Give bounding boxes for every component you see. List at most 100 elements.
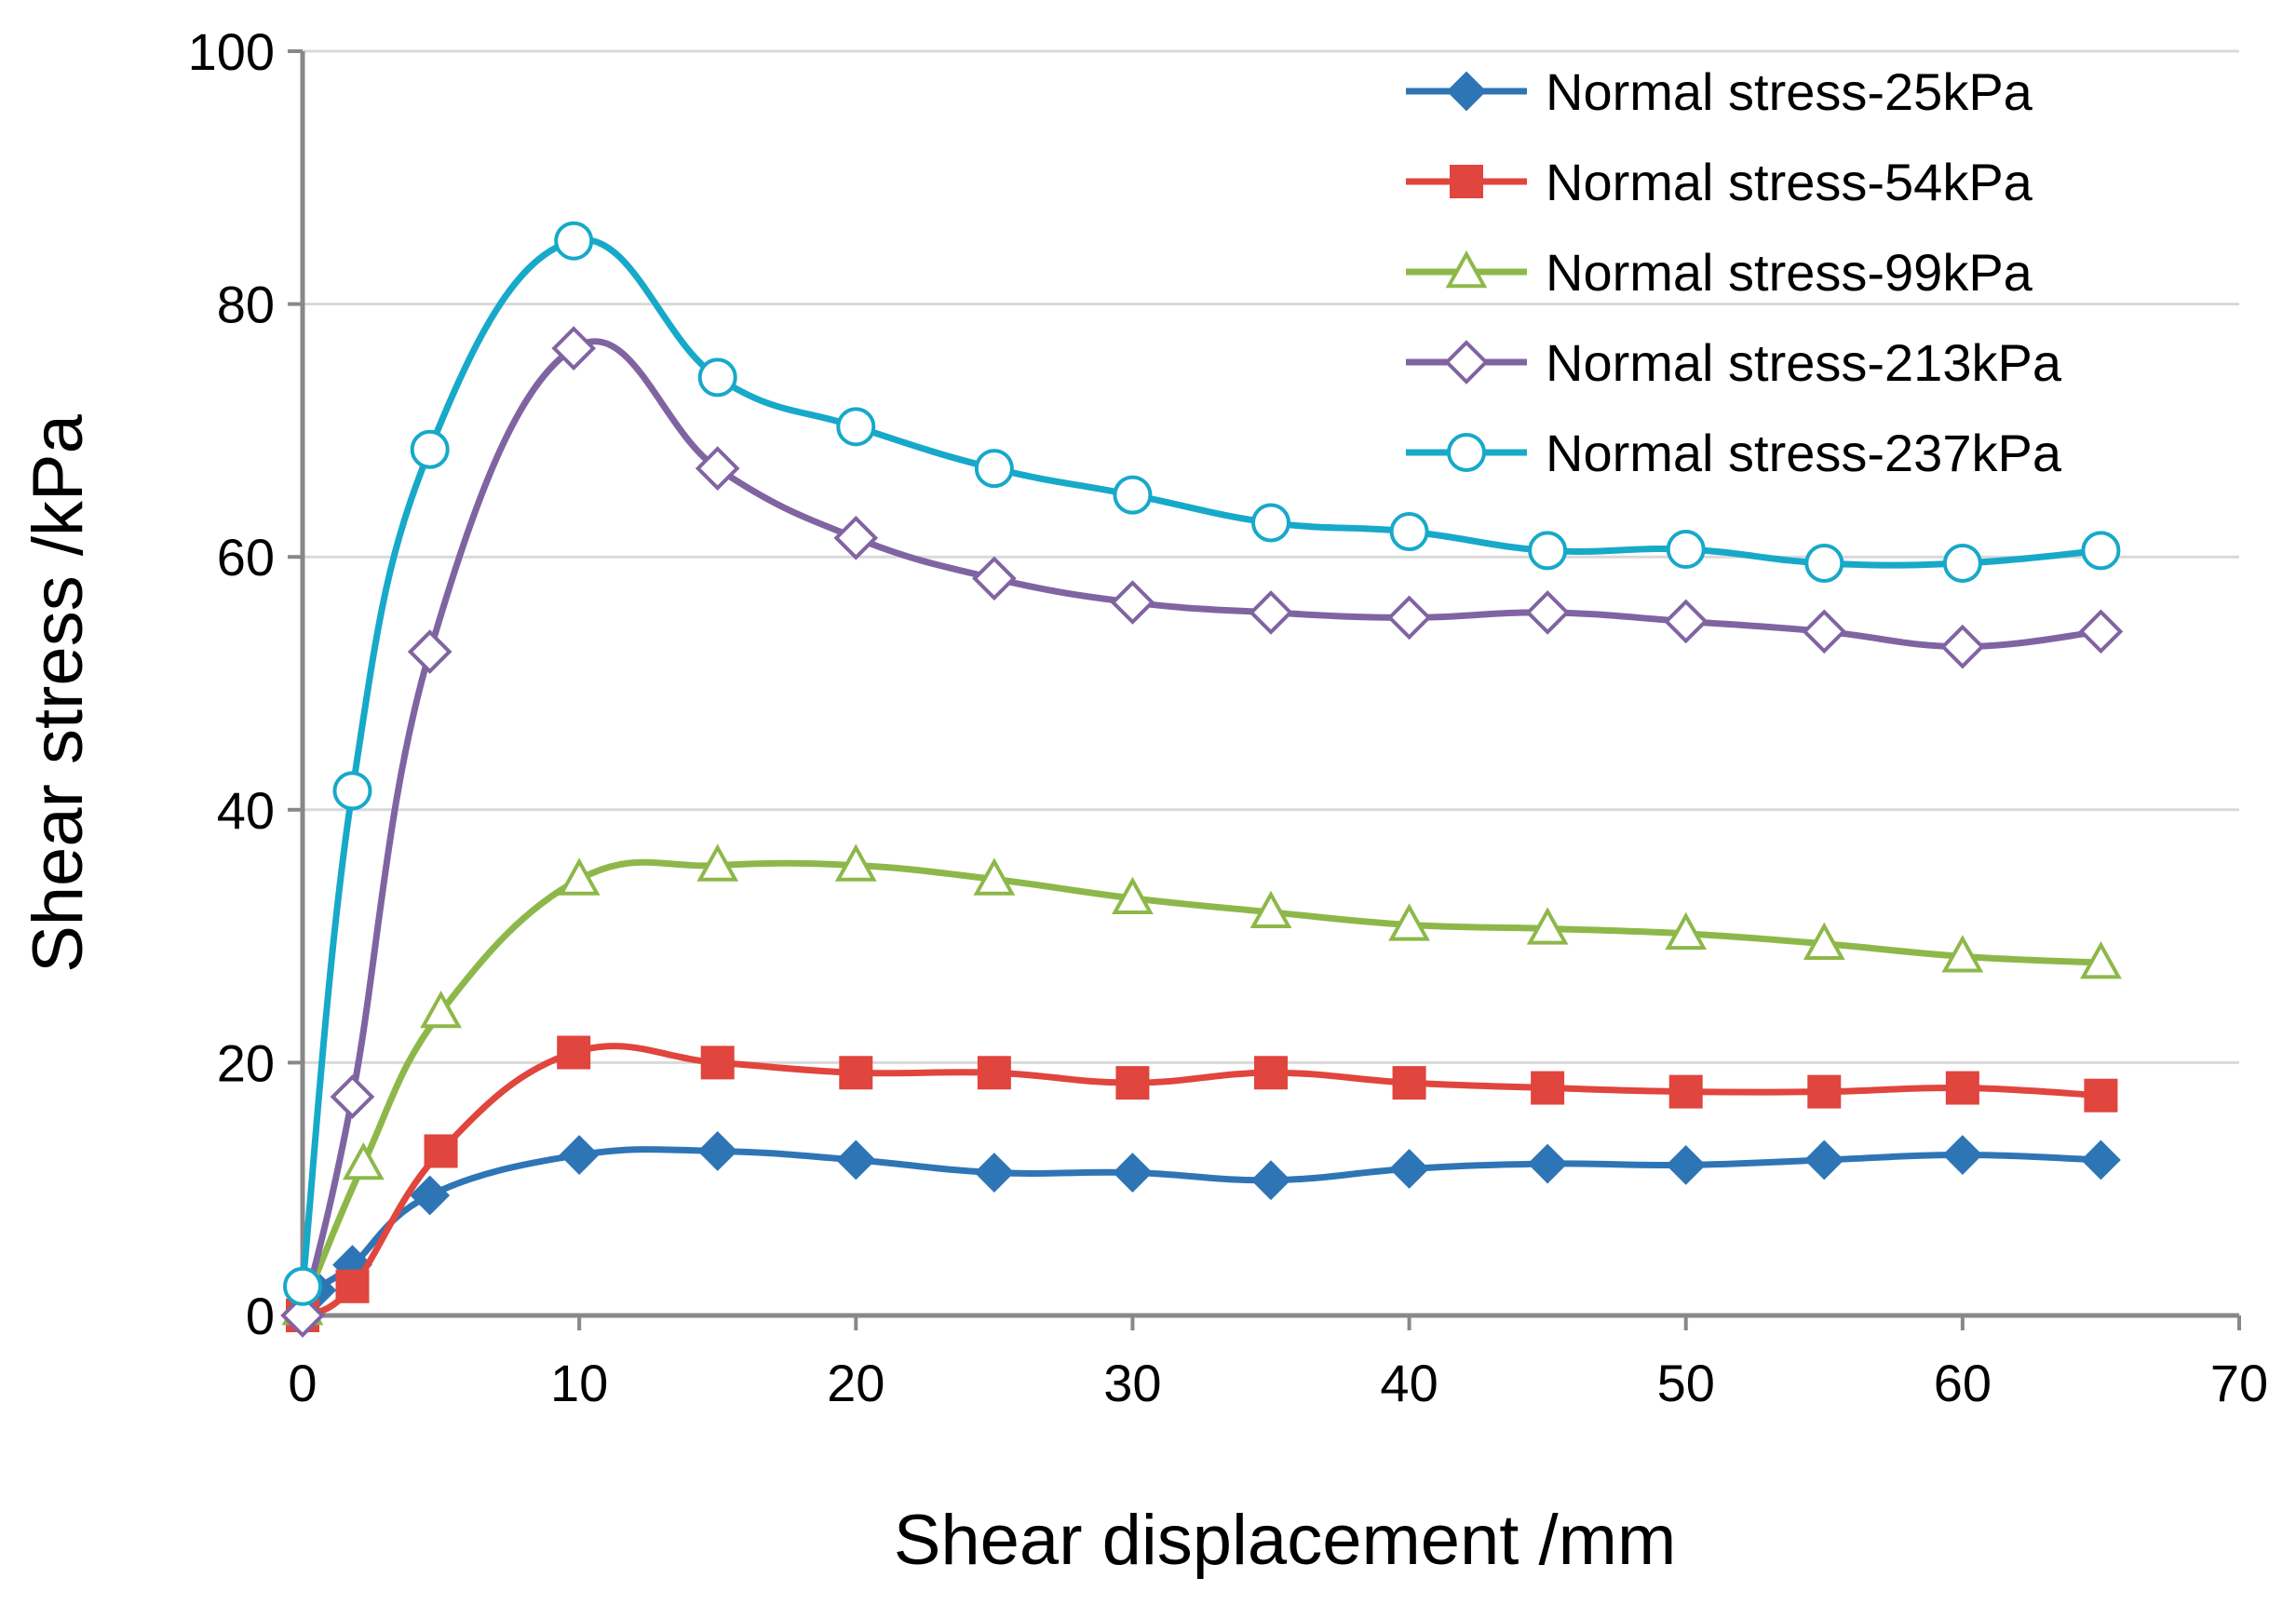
data-point [1249, 590, 1293, 635]
data-point [2084, 1078, 2118, 1113]
data-point [835, 1140, 876, 1180]
legend: Normal stress-25kPa Normal stress-54kPa No… [1406, 62, 2062, 482]
data-point [972, 556, 1017, 601]
legend-marker [1450, 165, 1483, 198]
data-point [1803, 1140, 1844, 1180]
data-point [1113, 1153, 1153, 1193]
data-point [2081, 1140, 2121, 1180]
x-tick-label: 20 [827, 1354, 885, 1412]
data-point [974, 449, 1014, 489]
legend-entry-2: Normal stress-54kPa [1406, 153, 2033, 211]
data-point [1666, 530, 1706, 570]
data-point [833, 516, 879, 560]
data-point [977, 1056, 1011, 1090]
legend-marker [1447, 433, 1486, 472]
data-point [1110, 580, 1155, 625]
data-point [700, 1045, 735, 1080]
data-point [1250, 1160, 1291, 1201]
data-point [1804, 543, 1844, 583]
x-tick-label: 60 [1934, 1354, 1992, 1412]
data-point [1666, 1144, 1707, 1185]
data-point [697, 1131, 738, 1171]
legend-label: Normal stress-54kPa [1546, 153, 2033, 211]
data-point [697, 357, 737, 398]
legend-label: Normal stress-237kPa [1546, 424, 2062, 482]
data-point [2081, 531, 2121, 571]
data-point [1802, 609, 1847, 654]
legend-entry-5: Normal stress-237kPa [1406, 424, 2062, 482]
data-point [554, 221, 594, 261]
series-group [280, 221, 2124, 1338]
x-tick-label: 10 [550, 1354, 608, 1412]
data-point [834, 843, 877, 882]
data-point [1942, 543, 1982, 583]
series-line [299, 338, 2104, 1319]
data-point [330, 1074, 375, 1119]
data-point [1945, 1071, 1979, 1105]
data-point [551, 326, 597, 371]
data-point [696, 843, 739, 882]
data-point [974, 1153, 1015, 1193]
legend-marker [1445, 250, 1488, 289]
data-point [407, 629, 452, 674]
data-point [283, 1266, 322, 1306]
y-tick-label: 80 [217, 276, 275, 334]
y-tick-label: 40 [217, 781, 275, 840]
data-point [1388, 903, 1430, 941]
series-5 [283, 221, 2121, 1306]
y-tick-label: 0 [246, 1287, 275, 1345]
data-point [973, 857, 1016, 896]
y-tick-label: 100 [188, 22, 275, 81]
data-point [342, 1141, 385, 1180]
data-point [1389, 1149, 1429, 1189]
data-point [424, 1134, 458, 1168]
legend-label: Normal stress-99kPa [1546, 243, 2033, 302]
data-point [558, 857, 601, 896]
data-point [410, 429, 450, 469]
y-tick-label: 60 [217, 528, 275, 587]
data-point [559, 1135, 600, 1175]
legend-entry-3: Normal stress-99kPa [1406, 243, 2033, 302]
data-point [335, 1269, 370, 1303]
data-point [1115, 1066, 1150, 1100]
data-point [1389, 512, 1429, 552]
data-point [1940, 624, 1985, 669]
legend-entry-4: Normal stress-213kPa [1406, 333, 2062, 392]
data-point [1528, 531, 1568, 571]
data-point [280, 1293, 325, 1338]
data-point [1113, 475, 1153, 515]
legend-marker [1446, 71, 1487, 112]
data-point [1112, 876, 1154, 915]
axes [288, 49, 2241, 1330]
data-point [839, 1056, 873, 1090]
data-point [1392, 1066, 1426, 1100]
y-tick-label: 20 [217, 1033, 275, 1092]
data-point [420, 990, 462, 1029]
data-point [1526, 907, 1569, 945]
legend-marker [1444, 340, 1489, 384]
data-point [1803, 922, 1845, 960]
data-point [1251, 503, 1290, 543]
data-point [1254, 1056, 1288, 1090]
legend-entry-1: Normal stress-25kPa [1406, 62, 2033, 121]
legend-label: Normal stress-213kPa [1546, 333, 2062, 392]
data-point [2078, 609, 2124, 654]
data-point [332, 771, 372, 811]
data-point [410, 1175, 451, 1216]
tick-labels: 0 20 40 60 80 100 0 10 20 30 40 50 60 70 [188, 22, 2269, 1412]
data-point [1668, 1074, 1703, 1109]
data-point [1665, 911, 1708, 951]
y-axis-title: Shear stress /kPa [19, 413, 98, 973]
x-tick-label: 0 [288, 1354, 317, 1412]
series-4 [280, 326, 2124, 1338]
x-tick-label: 50 [1657, 1354, 1715, 1412]
data-point [1525, 590, 1570, 635]
series-2 [286, 1035, 2118, 1332]
data-point [2080, 940, 2122, 979]
data-point [1527, 1143, 1568, 1184]
x-axis-title: Shear displacement /mm [894, 1501, 1677, 1580]
data-point [1941, 935, 1984, 973]
x-tick-label: 40 [1380, 1354, 1438, 1412]
data-point [1386, 595, 1432, 641]
